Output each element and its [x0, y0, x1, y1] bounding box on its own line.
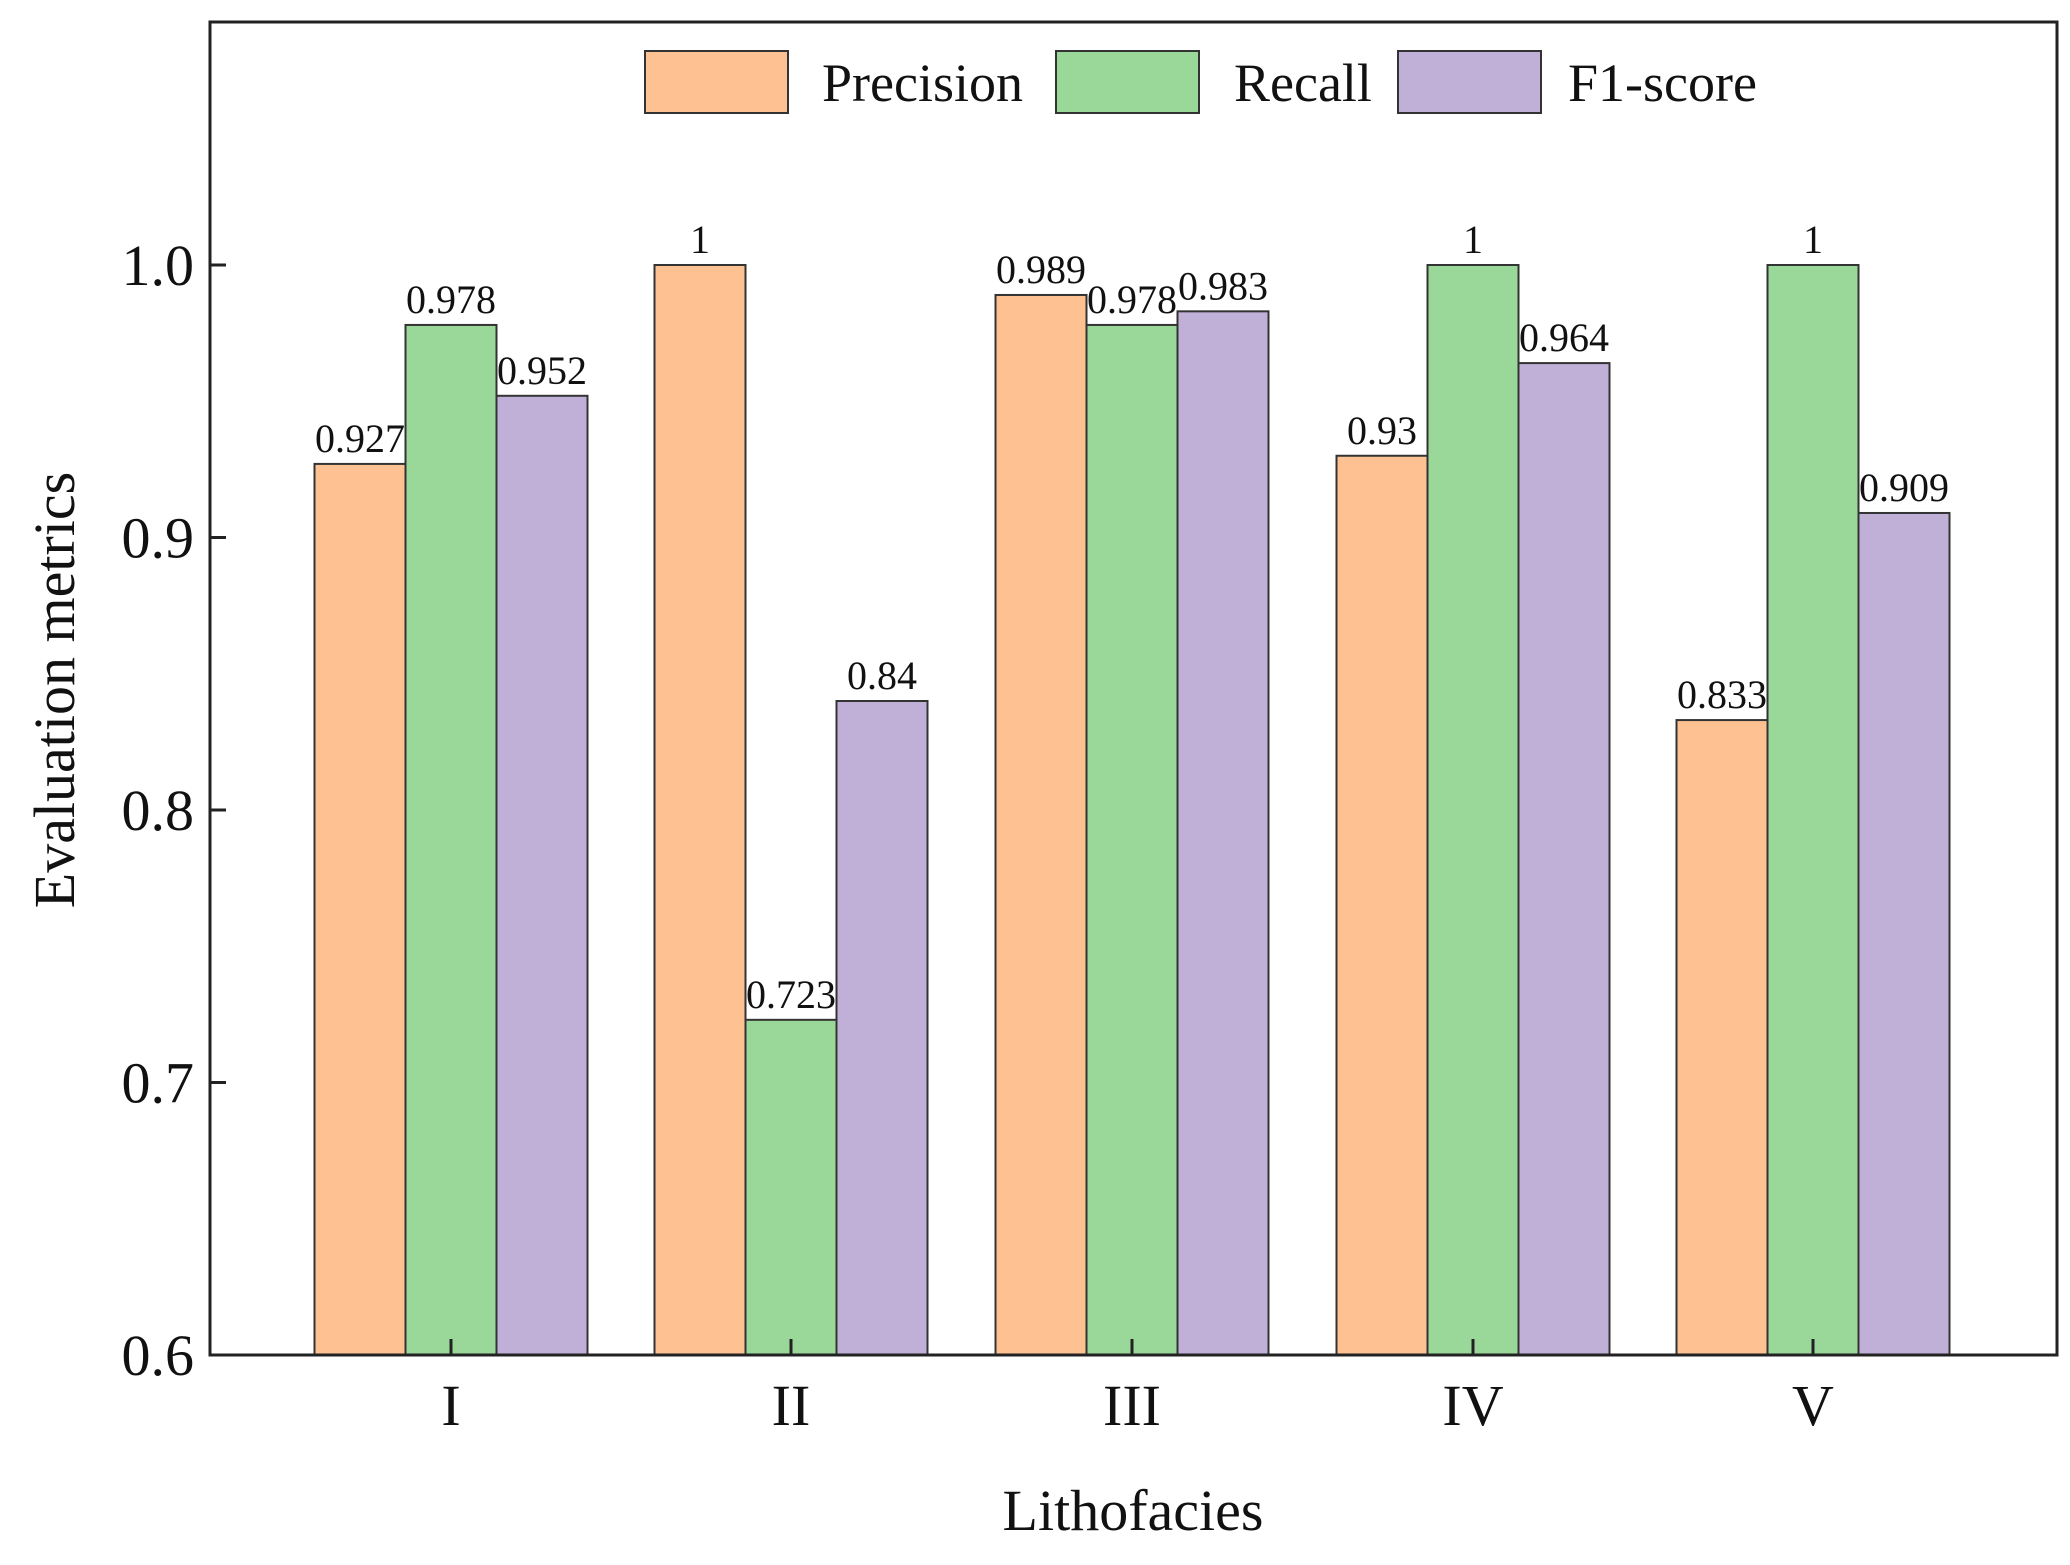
y-tick-label: 1.0 [122, 233, 195, 298]
y-tick-label: 0.7 [122, 1051, 195, 1116]
axes-layer: 0.60.70.80.91.0I II III IV V [122, 233, 1835, 1438]
legend-swatch-recall[interactable] [1055, 50, 1200, 114]
data-label-recall-IV: 1 [1463, 217, 1483, 262]
x-axis-title: Lithofacies [1003, 1478, 1264, 1543]
bar-f1-score-IV[interactable] [1517, 362, 1611, 1357]
data-label-f1-score-V: 0.909 [1859, 465, 1949, 510]
x-tick-label-III: III [1103, 1373, 1161, 1438]
bar-recall-II[interactable] [744, 1018, 838, 1356]
data-label-f1-score-IV: 0.964 [1519, 315, 1609, 360]
y-axis-title: Evaluation metrics [22, 472, 87, 908]
legend-label-precision[interactable]: Precision [822, 53, 1023, 113]
legend-swatch-precision[interactable] [644, 50, 789, 114]
x-tick-label-IV: IV [1442, 1373, 1503, 1438]
bar-precision-I[interactable] [313, 462, 407, 1356]
y-tick-label: 0.8 [122, 778, 195, 843]
legend-label-recall[interactable]: Recall [1234, 53, 1372, 113]
bar-recall-V[interactable] [1766, 264, 1860, 1356]
bar-recall-III[interactable] [1085, 323, 1179, 1357]
x-tick-label-I: I [441, 1373, 460, 1438]
y-tick-label: 0.9 [122, 506, 195, 571]
data-label-recall-II: 0.723 [746, 972, 836, 1017]
data-label-precision-IV: 0.93 [1347, 408, 1417, 453]
x-tick-label-II: II [772, 1373, 811, 1438]
bar-recall-I[interactable] [404, 323, 498, 1357]
bar-precision-V[interactable] [1675, 719, 1769, 1356]
legend-label-f1-score[interactable]: F1-score [1568, 53, 1757, 113]
data-label-precision-III: 0.989 [996, 247, 1086, 292]
legend[interactable]: Precision Recall F1-score [644, 50, 1757, 114]
data-label-f1-score-III: 0.983 [1178, 263, 1268, 308]
bar-precision-IV[interactable] [1335, 454, 1429, 1356]
data-label-recall-V: 1 [1803, 217, 1823, 262]
legend-swatch-f1-score[interactable] [1397, 50, 1542, 114]
x-tick-label-V: V [1792, 1373, 1834, 1438]
data-label-precision-I: 0.927 [315, 416, 405, 461]
data-label-precision-II: 1 [690, 217, 710, 262]
data-label-f1-score-II: 0.84 [847, 653, 917, 698]
bar-f1-score-III[interactable] [1176, 310, 1270, 1357]
bar-recall-IV[interactable] [1426, 264, 1520, 1356]
bar-f1-score-II[interactable] [835, 700, 929, 1356]
bar-precision-III[interactable] [994, 293, 1088, 1357]
bar-f1-score-I[interactable] [495, 394, 589, 1356]
bar-f1-score-V[interactable] [1857, 511, 1951, 1356]
data-labels-layer: 0.927 1 0.989 0.93 0.833 0.978 0.723 0.978 1 1 0.9… [315, 217, 1949, 1017]
data-label-f1-score-I: 0.952 [497, 348, 587, 393]
data-label-recall-III: 0.978 [1087, 277, 1177, 322]
y-tick-label: 0.6 [122, 1323, 195, 1388]
bar-precision-II[interactable] [653, 264, 747, 1356]
data-label-recall-I: 0.978 [406, 277, 496, 322]
data-label-precision-V: 0.833 [1677, 672, 1767, 717]
bars-layer [313, 264, 1951, 1357]
